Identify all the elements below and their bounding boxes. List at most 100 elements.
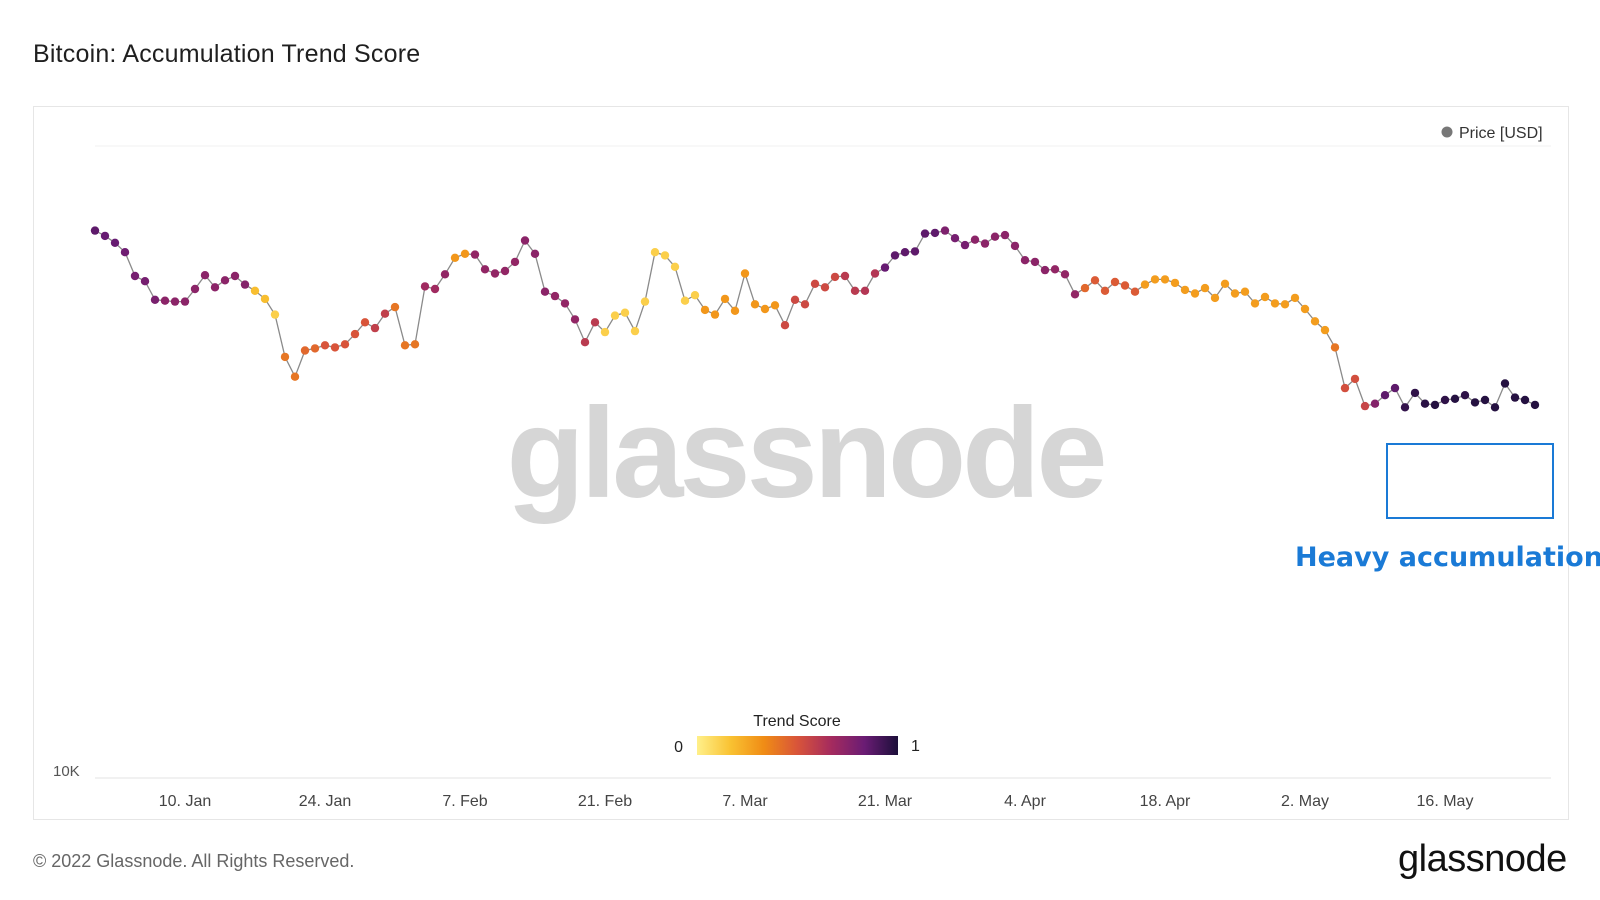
price-point[interactable] <box>1050 265 1060 274</box>
price-point[interactable] <box>410 340 420 349</box>
price-point[interactable] <box>1350 374 1360 384</box>
price-point[interactable] <box>150 295 160 304</box>
price-point[interactable] <box>610 311 620 320</box>
price-point[interactable] <box>1500 379 1510 388</box>
price-point[interactable] <box>750 300 760 309</box>
price-point[interactable] <box>470 250 480 259</box>
price-point[interactable] <box>1110 277 1120 287</box>
price-point[interactable] <box>290 372 300 381</box>
price-point[interactable] <box>170 297 180 306</box>
price-point[interactable] <box>900 248 910 257</box>
price-point[interactable] <box>160 296 170 305</box>
price-point[interactable] <box>100 231 110 241</box>
price-point[interactable] <box>1280 300 1290 309</box>
price-point[interactable] <box>930 228 940 238</box>
price-point[interactable] <box>380 309 390 318</box>
price-point[interactable] <box>590 318 600 327</box>
price-point[interactable] <box>330 343 340 352</box>
price-point[interactable] <box>1470 398 1480 407</box>
price-point[interactable] <box>580 338 590 347</box>
price-point[interactable] <box>1320 325 1330 335</box>
price-point[interactable] <box>960 240 970 250</box>
price-point[interactable] <box>1140 280 1150 289</box>
price-point[interactable] <box>1100 286 1110 295</box>
price-point[interactable] <box>940 226 950 235</box>
price-point[interactable] <box>620 308 630 317</box>
price-point[interactable] <box>560 299 570 308</box>
price-point[interactable] <box>670 262 680 271</box>
price-point[interactable] <box>890 251 900 260</box>
price-point[interactable] <box>640 297 650 306</box>
price-point[interactable] <box>440 270 450 279</box>
price-point[interactable] <box>730 306 740 315</box>
price-point[interactable] <box>540 287 550 296</box>
price-point[interactable] <box>680 296 690 305</box>
price-point[interactable] <box>760 304 770 314</box>
price-point[interactable] <box>370 323 380 333</box>
price-point[interactable] <box>1490 403 1500 412</box>
price-point[interactable] <box>450 253 460 262</box>
price-point[interactable] <box>190 284 200 294</box>
price-point[interactable] <box>260 294 270 304</box>
price-point[interactable] <box>90 226 100 235</box>
price-point[interactable] <box>1290 293 1300 303</box>
price-point[interactable] <box>1190 289 1200 298</box>
price-point[interactable] <box>1180 285 1190 295</box>
price-point[interactable] <box>650 248 660 257</box>
price-point[interactable] <box>220 276 230 285</box>
price-point[interactable] <box>790 295 800 304</box>
price-point[interactable] <box>1200 283 1210 293</box>
price-point[interactable] <box>480 265 490 274</box>
price-point[interactable] <box>1460 391 1470 400</box>
price-point[interactable] <box>350 329 360 339</box>
price-point[interactable] <box>490 269 500 278</box>
price-point[interactable] <box>360 318 370 327</box>
price-point[interactable] <box>720 294 730 304</box>
price-point[interactable] <box>830 272 840 282</box>
price-point[interactable] <box>990 232 1000 241</box>
price-point[interactable] <box>1480 395 1490 405</box>
price-point[interactable] <box>1300 304 1310 314</box>
price-point[interactable] <box>270 310 280 319</box>
price-point[interactable] <box>1260 292 1270 302</box>
price-point[interactable] <box>1340 383 1350 393</box>
price-point[interactable] <box>550 291 560 301</box>
price-point[interactable] <box>1070 290 1080 299</box>
price-point[interactable] <box>310 344 320 353</box>
price-point[interactable] <box>910 247 920 256</box>
brand-logo[interactable]: glassnode <box>1398 838 1567 880</box>
price-point[interactable] <box>1230 289 1240 298</box>
price-point[interactable] <box>1030 257 1040 267</box>
price-point[interactable] <box>1160 275 1170 284</box>
price-point[interactable] <box>1380 391 1390 400</box>
price-point[interactable] <box>520 236 530 245</box>
price-point[interactable] <box>690 291 700 300</box>
price-point[interactable] <box>860 286 870 295</box>
price-point[interactable] <box>1010 241 1020 251</box>
price-point[interactable] <box>1120 281 1130 290</box>
price-point[interactable] <box>1370 399 1380 408</box>
price-point[interactable] <box>510 257 520 267</box>
price-point[interactable] <box>530 249 540 258</box>
price-point[interactable] <box>700 305 710 315</box>
price-point[interactable] <box>710 310 720 319</box>
price-point[interactable] <box>1530 400 1540 410</box>
price-point[interactable] <box>250 286 260 295</box>
price-point[interactable] <box>660 251 670 260</box>
price-point[interactable] <box>1400 403 1410 412</box>
price-point[interactable] <box>320 341 330 350</box>
price-point[interactable] <box>820 283 830 292</box>
price-point[interactable] <box>1360 401 1370 411</box>
price-point[interactable] <box>920 229 930 238</box>
price-point[interactable] <box>1040 265 1050 275</box>
price-point[interactable] <box>1240 287 1250 296</box>
price-point[interactable] <box>1270 299 1280 308</box>
price-point[interactable] <box>1000 230 1010 240</box>
price-point[interactable] <box>1520 395 1530 405</box>
price-point[interactable] <box>280 352 290 362</box>
price-point[interactable] <box>840 271 850 281</box>
price-point[interactable] <box>880 263 890 272</box>
price-point[interactable] <box>240 280 250 289</box>
price-point[interactable] <box>980 239 990 248</box>
price-point[interactable] <box>1310 317 1320 326</box>
